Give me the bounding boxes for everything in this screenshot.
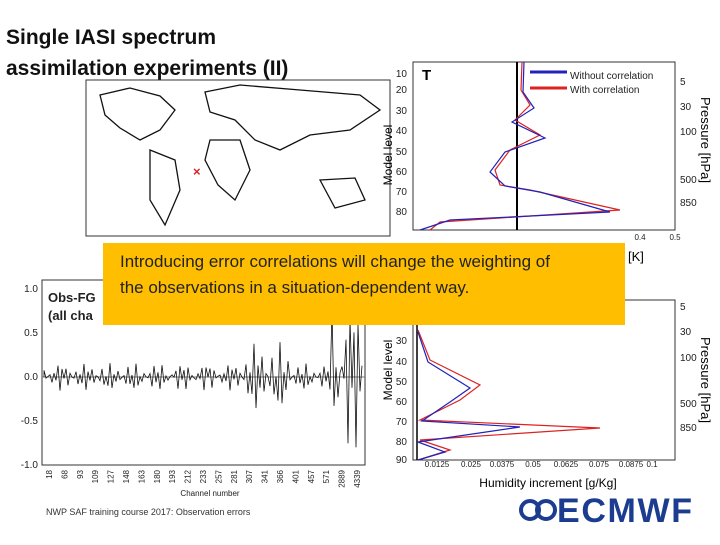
axis-label: Model level (381, 125, 395, 186)
tick-label: 457 (307, 469, 316, 483)
tick-label: 100 (680, 353, 697, 364)
tick-label: 68 (60, 469, 69, 478)
tick-label: 0.5 (669, 233, 681, 242)
callout-text: the observations in a situation-dependen… (120, 278, 469, 297)
tick-label: 127 (107, 469, 116, 483)
tick-label: 20 (396, 85, 408, 96)
tick-label: 0.4 (634, 233, 646, 242)
tick-label: 70 (396, 187, 408, 198)
logo: ECMWF (557, 492, 692, 530)
tick-label: 193 (168, 469, 177, 483)
tick-label: 5 (680, 302, 686, 313)
tick-label: 4339 (353, 469, 362, 487)
axis-label: Humidity increment [g/Kg] (479, 476, 616, 490)
tick-label: 93 (76, 469, 85, 478)
tick-label: 571 (322, 469, 331, 483)
tick-label: 109 (91, 469, 100, 483)
tick-label: 30 (680, 327, 692, 338)
tick-label: 233 (199, 469, 208, 483)
tick-label: 500 (680, 175, 697, 186)
tick-label: 60 (396, 397, 408, 408)
callout-text: Introducing error correlations will chan… (120, 252, 550, 271)
tick-label: 50 (396, 377, 408, 388)
tick-label: 341 (261, 469, 270, 483)
tick-label: 40 (396, 126, 408, 137)
tick-label: 850 (680, 198, 697, 209)
tick-label: 257 (214, 469, 223, 483)
axis-label: Pressure [hPa] (698, 97, 713, 183)
tick-label: 80 (396, 207, 408, 218)
tick-label: 2889 (338, 469, 347, 487)
plot-title: (all cha (48, 308, 94, 323)
map-frame (85, 79, 391, 237)
plot-label: T (422, 67, 431, 84)
footer-box (40, 500, 340, 522)
curve (419, 61, 611, 231)
footer-text: NWP SAF training course 2017: Observatio… (46, 507, 251, 517)
logo-mark (519, 499, 557, 521)
tick-label: 0.025 (461, 460, 482, 469)
title: assimilation experiments (II) (6, 57, 288, 80)
tick-label: 180 (153, 469, 162, 483)
tick-label: 80 (396, 437, 408, 448)
tick-label: 0.0125 (425, 460, 450, 469)
legend-label: With correlation (570, 85, 639, 96)
tick-label: 5 (680, 77, 686, 88)
plot-frame (412, 61, 676, 231)
tick-label: 1.0 (24, 284, 38, 295)
axis-label: Model level (381, 340, 395, 401)
tick-label: 163 (137, 469, 146, 483)
tick-label: 30 (680, 102, 692, 113)
tick-label: 148 (122, 469, 131, 483)
tick-label: 18 (45, 469, 54, 478)
coastlines (99, 84, 382, 227)
tick-label: 500 (680, 399, 697, 410)
axis-unit: [K] (628, 249, 644, 264)
callout-box (103, 243, 625, 325)
tick-label: 0.0375 (490, 460, 515, 469)
axis-label: Channel number (180, 489, 239, 498)
tick-label: -1.0 (21, 460, 39, 471)
tick-label: 60 (396, 167, 408, 178)
axis-label: Pressure [hPa] (698, 337, 713, 423)
tick-label: -0.5 (21, 416, 39, 427)
tick-label: 850 (680, 423, 697, 434)
tick-label: 0.0625 (554, 460, 579, 469)
spectrum (43, 309, 363, 448)
title: Single IASI spectrum (6, 26, 216, 49)
legend-label: Without correlation (570, 71, 653, 82)
tick-label: 50 (396, 147, 408, 158)
tick-label: 70 (396, 417, 408, 428)
curve (417, 329, 601, 461)
tick-label: 100 (680, 127, 697, 138)
tick-label: 0.5 (24, 328, 38, 339)
tick-label: 0.075 (589, 460, 610, 469)
curve (429, 61, 621, 231)
tick-label: 90 (396, 455, 408, 466)
tick-label: 0.0875 (619, 460, 644, 469)
curve (417, 331, 521, 461)
tick-label: 30 (396, 336, 408, 347)
tick-label: 366 (276, 469, 285, 483)
tick-label: 281 (230, 469, 239, 483)
observation-marker: × (193, 164, 201, 179)
tick-label: 0.0 (24, 372, 38, 383)
plot-title: Obs-FG (48, 290, 96, 305)
tick-label: 307 (245, 469, 254, 483)
tick-label: 30 (396, 106, 408, 117)
tick-label: 0.1 (646, 460, 658, 469)
tick-label: 212 (184, 469, 193, 483)
tick-label: 0.05 (525, 460, 541, 469)
tick-label: 10 (396, 69, 408, 80)
tick-label: 40 (396, 357, 408, 368)
tick-label: 401 (291, 469, 300, 483)
